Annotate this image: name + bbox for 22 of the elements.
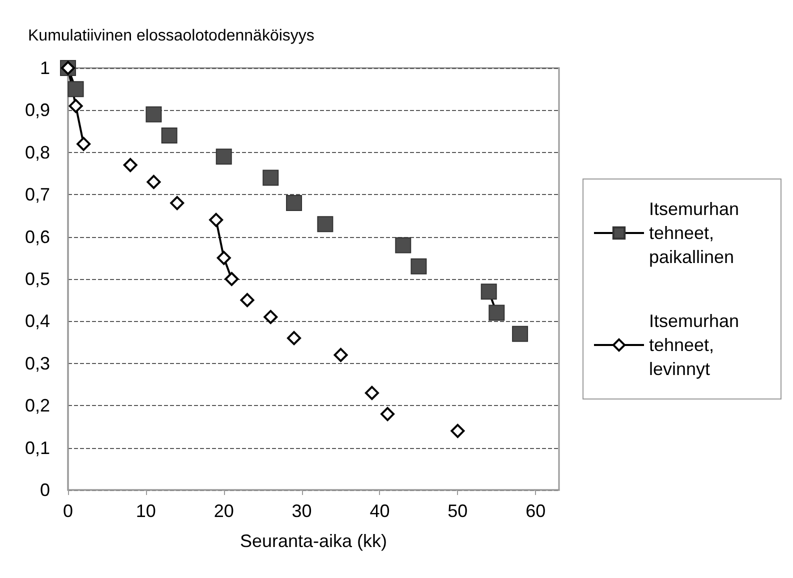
x-tick-label: 20 bbox=[214, 501, 234, 521]
x-tick-label: 30 bbox=[292, 501, 312, 521]
y-tick-label: 0,2 bbox=[24, 396, 50, 416]
x-tick-label: 60 bbox=[526, 501, 546, 521]
x-tick-label: 10 bbox=[136, 501, 156, 521]
y-axis-title: Kumulatiivinen elossaolotodennäköisyys bbox=[28, 28, 314, 44]
y-tick-label: 0,7 bbox=[24, 184, 50, 205]
y-tick-label: 0,1 bbox=[24, 438, 50, 458]
y-tick-label: 0,4 bbox=[24, 311, 50, 332]
x-tick-label: 50 bbox=[448, 501, 468, 521]
y-tick-label: 1 bbox=[40, 58, 50, 78]
x-axis-title: Seuranta-aika (kk) bbox=[240, 531, 388, 551]
y-tick-label: 0 bbox=[40, 480, 50, 500]
legend-label: Itsemurhan tehneet, paikallinen bbox=[649, 199, 744, 267]
y-tick-label: 0,5 bbox=[24, 269, 50, 289]
y-tick-label: 0,9 bbox=[24, 100, 50, 120]
y-tick-label: 0,8 bbox=[24, 142, 50, 162]
x-tick-label: 40 bbox=[370, 501, 390, 521]
legend-label: Itsemurhan tehneet, levinnyt bbox=[649, 311, 744, 379]
y-tick-label: 0,6 bbox=[24, 226, 50, 247]
y-tick-label: 0,3 bbox=[24, 353, 50, 374]
x-tick-label: 0 bbox=[62, 501, 74, 521]
